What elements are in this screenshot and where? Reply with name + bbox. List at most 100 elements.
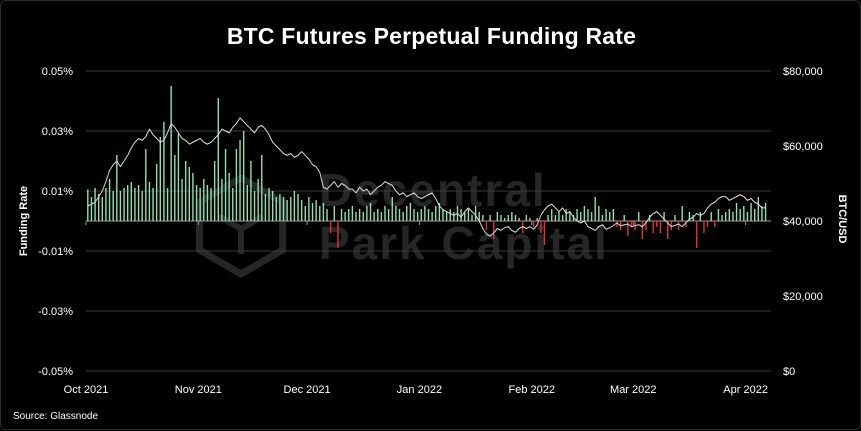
funding-rate-bar: [681, 206, 683, 221]
watermark-line-2: Park Capital: [319, 217, 609, 269]
funding-rate-bar: [340, 209, 343, 221]
funding-rate-bar: [199, 188, 201, 221]
funding-rate-bar: [507, 215, 509, 221]
funding-rate-bar: [732, 212, 734, 221]
y-left-tick-label: 0.03%: [42, 126, 73, 138]
funding-rate-bar: [757, 197, 760, 221]
funding-rate-bar: [315, 200, 317, 221]
funding-rate-bar: [485, 221, 488, 230]
funding-rate-bar: [290, 197, 292, 221]
funding-rate-bar: [551, 209, 553, 221]
funding-rate-bar: [101, 197, 104, 221]
funding-rate-bar: [721, 215, 723, 221]
funding-rate-bar: [358, 209, 361, 221]
funding-rate-bar: [460, 209, 462, 221]
funding-rate-bar: [656, 221, 658, 227]
funding-rate-bar: [453, 212, 455, 221]
chart-axes: 0.05% 0.03% 0.01% -0.01% -0.03% -0.05% $80,000…: [18, 66, 848, 396]
funding-rate-bar: [344, 212, 346, 221]
funding-rate-bar: [590, 212, 593, 221]
funding-rate-bar: [746, 212, 749, 221]
watermark-cube-lines: [217, 213, 265, 254]
funding-rate-bar: [398, 209, 401, 221]
funding-rate-bar: [725, 212, 727, 221]
funding-rate-bar: [547, 215, 549, 221]
funding-rate-bar: [348, 209, 350, 221]
funding-rate-bar: [221, 179, 223, 221]
funding-rate-bar: [94, 188, 96, 221]
funding-rate-bar: [511, 212, 513, 221]
funding-rate-bar: [471, 215, 473, 221]
funding-rate-bar: [228, 173, 230, 221]
y-left-tick-label: 0.05%: [42, 66, 73, 78]
funding-rate-bar: [271, 191, 274, 221]
funding-rate-bar: [235, 149, 238, 221]
funding-rate-bar: [406, 206, 408, 221]
funding-rate-bar: [652, 221, 654, 233]
funding-rate-bar: [213, 161, 216, 221]
funding-rate-bar: [594, 197, 596, 221]
funding-rate-bar: [612, 209, 615, 221]
y-right-tick-label: $20,000: [783, 291, 823, 303]
funding-rate-bar: [688, 212, 691, 221]
funding-rate-bar: [674, 215, 676, 221]
funding-rate-bar: [87, 189, 89, 221]
funding-rate-bar: [395, 206, 397, 221]
funding-rate-bar: [257, 179, 259, 221]
funding-rate-bar: [366, 206, 368, 221]
funding-rate-bar: [177, 134, 180, 221]
funding-rate-bar: [583, 206, 586, 221]
funding-rate-bar: [442, 209, 444, 221]
funding-rate-bar: [319, 206, 321, 221]
funding-rate-bar: [489, 215, 491, 221]
y-right-axis-title: BTC/USD: [836, 195, 848, 244]
funding-rate-bar: [717, 209, 720, 221]
funding-rate-bar: [677, 221, 680, 230]
funding-rate-bar: [377, 209, 379, 221]
funding-rate-bar: [188, 167, 190, 221]
funding-rate-bar: [420, 209, 422, 221]
funding-rate-bar: [246, 185, 248, 221]
watermark-line-1: Decentral: [319, 164, 547, 216]
funding-rate-bar: [540, 221, 542, 233]
x-tick-label: Apr 2022: [723, 384, 768, 396]
funding-rate-bar: [268, 188, 270, 221]
funding-rate-bar: [119, 191, 122, 221]
funding-rate-bar: [761, 206, 763, 221]
funding-rate-bar: [663, 212, 665, 221]
funding-rate-bar: [413, 209, 415, 221]
funding-rate-bar: [242, 131, 245, 221]
funding-rate-bar: [503, 218, 506, 221]
y-right-tick-label: $60,000: [783, 141, 823, 153]
funding-rate-bar: [224, 149, 227, 221]
x-tick-label: Nov 2021: [175, 384, 222, 396]
funding-rate-bar: [311, 203, 314, 221]
y-left-axis-title: Funding Rate: [18, 186, 30, 256]
funding-rate-bar: [384, 206, 386, 221]
funding-rate-bar: [518, 218, 520, 221]
funding-rate-bar: [373, 212, 375, 221]
funding-rate-bar: [351, 206, 354, 221]
funding-rate-bar: [427, 209, 430, 221]
funding-rate-bar: [565, 209, 567, 221]
x-tick-label: Jan 2022: [397, 384, 442, 396]
funding-rate-bar: [322, 203, 325, 221]
funding-rate-bar: [380, 212, 383, 221]
funding-rate-bar: [97, 194, 100, 221]
funding-rate-bar: [155, 164, 158, 221]
funding-rate-bar: [308, 197, 310, 221]
funding-rate-bar: [293, 191, 296, 221]
funding-rate-bar: [601, 215, 604, 221]
funding-rate-bar: [300, 200, 303, 221]
funding-rate-bar: [438, 203, 441, 221]
funding-rate-bar: [112, 191, 114, 221]
funding-rate-bar: [275, 197, 277, 221]
funding-rate-bar: [141, 191, 143, 221]
funding-rate-bar: [645, 221, 647, 230]
funding-rate-bar: [181, 179, 183, 221]
funding-rate-bar: [558, 212, 560, 221]
funding-rate-bar: [529, 218, 531, 221]
funding-rate-bar: [369, 203, 372, 221]
funding-rate-bar: [616, 221, 618, 227]
